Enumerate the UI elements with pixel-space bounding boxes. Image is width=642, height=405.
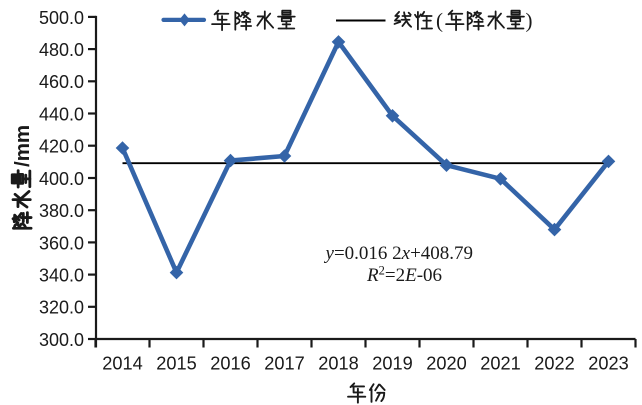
svg-text:2022: 2022 bbox=[534, 354, 574, 374]
svg-text:(: ( bbox=[436, 9, 443, 33]
svg-text:440.0: 440.0 bbox=[39, 104, 84, 124]
svg-text:340.0: 340.0 bbox=[39, 266, 84, 286]
svg-text:2019: 2019 bbox=[372, 354, 412, 374]
svg-text:/mm: /mm bbox=[11, 125, 34, 167]
svg-text:420.0: 420.0 bbox=[39, 137, 84, 157]
svg-text:300.0: 300.0 bbox=[39, 330, 84, 350]
svg-text:2018: 2018 bbox=[318, 354, 358, 374]
svg-text:500.0: 500.0 bbox=[39, 8, 84, 28]
svg-text:): ) bbox=[526, 9, 533, 33]
svg-text:2015: 2015 bbox=[156, 354, 196, 374]
svg-text:380.0: 380.0 bbox=[39, 201, 84, 221]
svg-text:320.0: 320.0 bbox=[39, 298, 84, 318]
svg-text:R2=2E-06: R2=2E-06 bbox=[366, 264, 442, 287]
svg-text:2014: 2014 bbox=[102, 354, 142, 374]
svg-text:400.0: 400.0 bbox=[39, 169, 84, 189]
svg-text:360.0: 360.0 bbox=[39, 233, 84, 253]
svg-text:2020: 2020 bbox=[426, 354, 466, 374]
svg-text:2016: 2016 bbox=[210, 354, 250, 374]
svg-text:2021: 2021 bbox=[480, 354, 520, 374]
svg-text:480.0: 480.0 bbox=[39, 40, 84, 60]
svg-text:2023: 2023 bbox=[588, 354, 628, 374]
svg-text:2017: 2017 bbox=[264, 354, 304, 374]
svg-text:y=0.016 2x+408.79: y=0.016 2x+408.79 bbox=[324, 243, 474, 264]
svg-text:460.0: 460.0 bbox=[39, 72, 84, 92]
